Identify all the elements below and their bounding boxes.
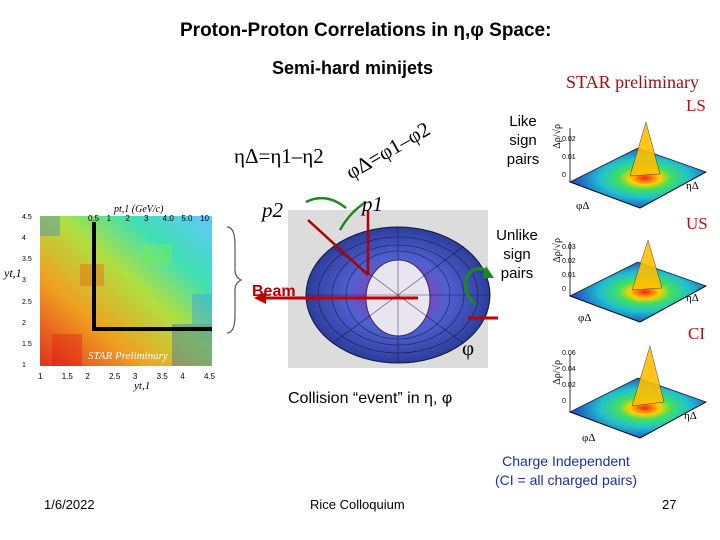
us-z-tick: 0.02 (562, 258, 576, 265)
slide-title: Proton-Proton Correlations in η,φ Space: (180, 20, 552, 41)
ci-z-tick: 0.04 (562, 366, 576, 373)
heatmap-top-tick: 5.0 (181, 214, 193, 223)
heatmap-left-tick: 3.5 (22, 256, 32, 264)
like-sign-line-2: sign (509, 132, 537, 149)
heatmap-left-tick: 1.5 (22, 340, 32, 348)
phi-arrowhead-icon (482, 266, 494, 278)
heatmap-left-tick: 4 (22, 235, 26, 243)
ls-z-tick: 0 (562, 172, 566, 179)
us-z-ticks: 0.03 0.02 0.01 0 (562, 244, 586, 294)
unlike-sign-line-2: sign (503, 246, 531, 263)
heatmap-bottom-tick: 2 (85, 372, 90, 381)
ci-z-tick: 0 (562, 398, 566, 405)
us-tag: US (686, 214, 708, 233)
ci-y-label: ηΔ (684, 410, 697, 422)
torus-mesh (306, 227, 490, 363)
heatmap-svg: STAR Preliminary (40, 216, 212, 366)
footer-venue: Rice Colloquium (310, 497, 405, 512)
unlike-sign-line-1: Unlike (496, 227, 538, 244)
heatmap-top-axis-label: pt,1 (GeV/c) (114, 204, 164, 215)
p2-label: p2 (262, 198, 283, 222)
heatmap-top-tick: 10 (200, 214, 209, 223)
heatmap-left-tick: 1 (22, 362, 26, 369)
event-caption: Collision “event” in η, φ (288, 390, 453, 407)
heatmap-left-axis-label: yt,1 (4, 266, 22, 280)
heatmap-watermark: STAR Preliminary (88, 350, 168, 362)
ls-tag: LS (686, 96, 706, 115)
p1-label: p1 (362, 192, 383, 216)
phi-symbol: φ (462, 336, 475, 360)
p2-track (307, 219, 369, 276)
heatmap-bottom-tick: 4 (180, 372, 185, 381)
charge-independent-caption: Charge Independent (CI = all charged pai… (478, 452, 654, 490)
heatmap-top-tick: 4.0 (162, 214, 174, 223)
heatmap-bottom-tick: 3 (132, 372, 138, 381)
star-preliminary-label: STAR preliminary (566, 72, 700, 92)
heatmap-bottom-tick: 2.5 (109, 372, 121, 381)
ls-surface-plot (568, 121, 707, 209)
phi-delta-formula: φΔ=φ1–φ2 (341, 116, 435, 185)
ci-z-tick: 0.06 (562, 350, 576, 357)
heatmap-black-frame (92, 222, 212, 331)
heatmap-top-tick: 0.5 (88, 214, 100, 223)
ci-z-ticks: 0.06 0.04 0.02 0 (562, 350, 586, 406)
heatmap-left-tick: 2 (22, 319, 26, 327)
like-sign-line-3: pairs (506, 151, 540, 168)
rotation-arrow-left (305, 196, 347, 209)
beam-label: Beam (252, 283, 296, 300)
ls-x-label: φΔ (576, 200, 590, 212)
like-sign-label: Like sign pairs (500, 112, 546, 169)
charge-independent-line-2: (CI = all charged pairs) (494, 472, 637, 488)
heatmap-bottom-tick: 4.5 (204, 372, 216, 381)
pt-correlation-heatmap: STAR Preliminary pt,1 (GeV/c) yt,1 yt,1 (4, 204, 222, 392)
heatmap-left-tick: 3 (22, 277, 26, 285)
beam-arrowhead-icon (254, 292, 266, 304)
heatmap-top-tick: 2 (125, 214, 130, 223)
unlike-sign-line-3: pairs (500, 265, 534, 282)
us-surface-plot (568, 239, 707, 323)
like-sign-line-1: Like (509, 113, 537, 130)
ci-tag: CI (688, 324, 705, 343)
heatmap-left-ticks: 4.5 4 3.5 3 2.5 2 1.5 1 (22, 214, 40, 370)
phi-arrow (463, 267, 489, 307)
ls-z-tick: 0.01 (562, 154, 576, 161)
ci-z-tick: 0.02 (562, 382, 576, 389)
us-y-label: ηΔ (686, 292, 699, 304)
ci-x-label: φΔ (582, 432, 596, 444)
us-x-label: φΔ (578, 312, 592, 324)
heatmap-top-tick: 1 (106, 214, 112, 223)
ls-y-label: ηΔ (686, 180, 699, 192)
heatmap-top-ticks: 0.5 1 2 3 4.0 5.0 10 (88, 214, 212, 226)
collision-diagram (254, 196, 498, 368)
eta-delta-formula: ηΔ=η1–η2 (234, 144, 324, 168)
heatmap-bottom-ticks: 1 1.5 2 2.5 3 3.5 4 4.5 (38, 372, 216, 384)
heatmap-bottom-tick: 1 (38, 372, 43, 381)
heatmap-cells (40, 216, 212, 366)
charge-independent-line-1: Charge Independent (502, 453, 630, 469)
us-z-tick: 0.03 (562, 244, 576, 251)
heatmap-block-texture (40, 216, 212, 366)
us-z-tick: 0 (562, 286, 566, 293)
ls-z-ticks: 0.02 0.01 0 (562, 136, 586, 180)
slide-subtitle: Semi-hard minijets (272, 58, 434, 78)
heatmap-top-tick: 3 (144, 214, 149, 223)
ls-z-tick: 0.02 (562, 136, 576, 143)
unlike-sign-label: Unlike sign pairs (494, 226, 540, 283)
heatmap-bracket (226, 226, 243, 334)
heatmap-bottom-axis-label: yt,1 (134, 380, 151, 392)
heatmap-left-tick: 2.5 (22, 298, 32, 306)
ci-surface-plot (568, 345, 707, 439)
footer-date: 1/6/2022 (44, 497, 95, 512)
us-z-tick: 0.01 (562, 272, 576, 279)
heatmap-left-tick: 4.5 (22, 214, 32, 221)
heatmap-bottom-tick: 3.5 (156, 372, 168, 381)
footer-page-number: 27 (662, 497, 677, 512)
heatmap-bottom-tick: 1.5 (61, 372, 73, 381)
rotation-arrow-right (338, 200, 367, 231)
